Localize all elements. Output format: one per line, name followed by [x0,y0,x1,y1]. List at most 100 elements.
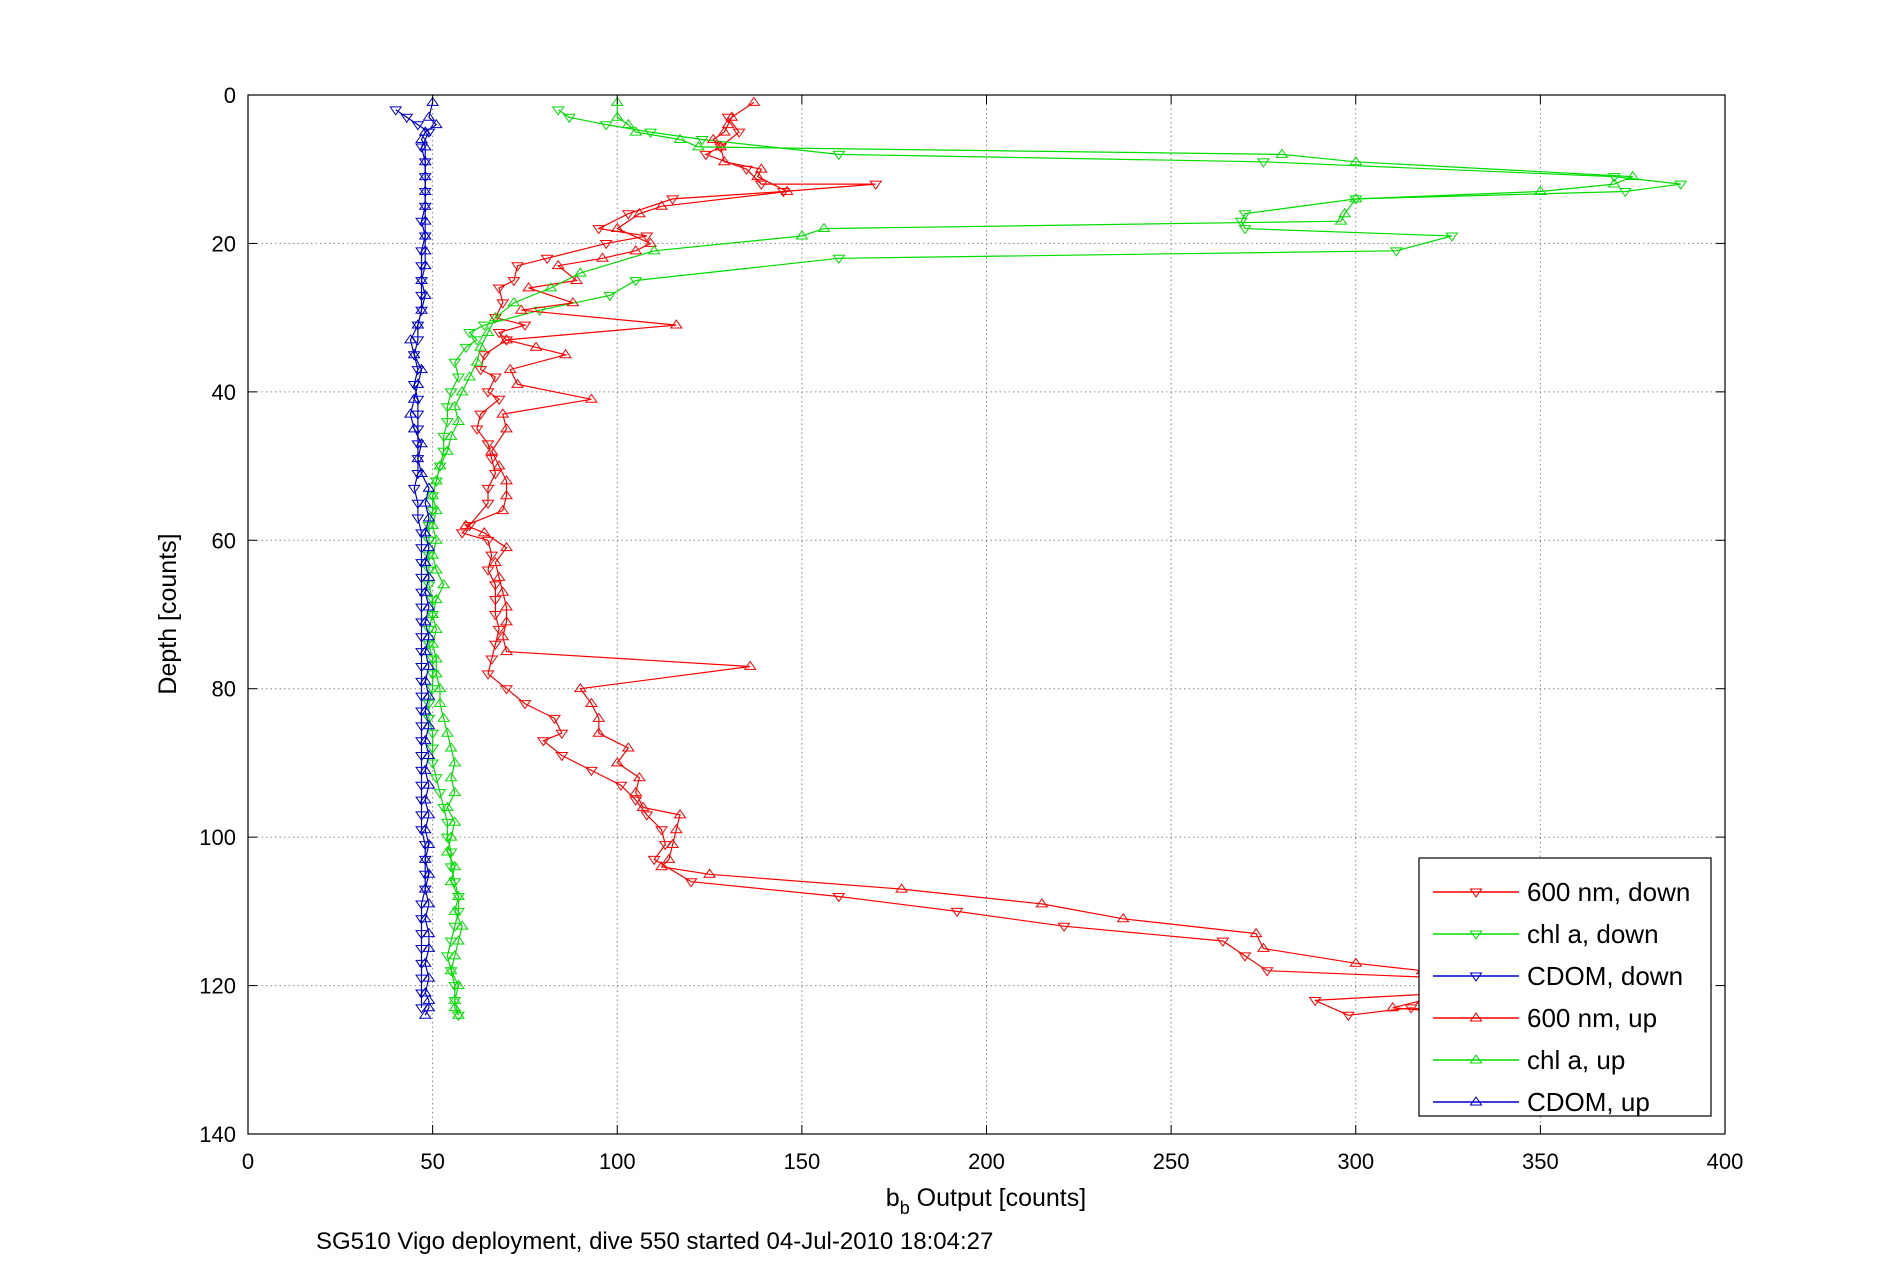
data-point [1238,210,1252,220]
data-point [703,868,717,878]
data-point [721,118,735,129]
data-point [415,766,429,777]
data-point [415,989,429,999]
data-point [429,564,443,574]
data-point [636,801,650,811]
data-point [389,106,403,116]
data-point [440,727,454,737]
data-point [1308,996,1322,1007]
x-tick-label: 400 [1707,1149,1744,1174]
data-point [629,277,643,287]
x-tick-label: 300 [1337,1149,1374,1174]
data-point [596,252,609,262]
data-point [415,707,429,717]
data-point [706,133,720,143]
data-point [507,296,521,307]
data-point [485,551,499,561]
data-point [422,690,436,700]
data-point [418,853,432,863]
data-point [632,771,646,782]
data-point [518,700,532,710]
series-cdom-up [404,96,443,1019]
series-600-nm-down [455,113,1473,1022]
data-point [422,571,436,581]
data-point [433,460,447,470]
data-point [448,950,462,960]
data-point [1349,155,1363,166]
data-point [452,1009,465,1019]
data-point [817,222,831,233]
data-point [411,366,425,376]
data-point [418,645,432,656]
y-tick-label: 120 [199,974,236,999]
data-point [610,111,624,121]
data-point [415,796,429,806]
data-point [440,801,454,811]
data-point [415,529,429,539]
data-point [1216,937,1230,947]
data-point [507,277,521,287]
data-point [481,670,495,680]
data-point [452,893,465,903]
data-point [717,155,731,166]
data-point [426,744,440,754]
data-point [1389,247,1403,257]
data-point [411,395,425,406]
data-point [422,779,436,789]
data-point [1035,898,1049,908]
y-tick-label: 40 [212,380,236,405]
data-point [463,371,477,381]
data-point [418,1009,432,1019]
data-point [1626,170,1640,181]
data-point [444,771,458,782]
data-point [444,863,458,873]
data-point [481,326,495,336]
series-layer [389,96,1688,1022]
data-point [1238,952,1252,962]
data-point [415,467,429,477]
data-point [1116,912,1130,923]
data-point [599,121,613,131]
data-point [488,640,502,651]
data-point [717,126,731,136]
data-point [422,927,436,938]
data-point [500,541,513,552]
legend-swatch-marker [1469,1096,1483,1106]
data-point [415,274,429,285]
data-point [433,462,447,472]
data-point [422,512,436,522]
data-point [437,712,451,722]
legend-entry: chl a, up [1433,1045,1625,1075]
data-point [448,1002,462,1012]
data-point [795,230,809,240]
data-point [514,304,528,314]
data-point [673,809,687,819]
data-point [699,150,713,161]
data-point [415,306,429,317]
data-point [418,215,432,225]
data-point [555,729,569,740]
data-point [415,363,429,374]
data-point [444,964,458,975]
data-point [418,987,432,997]
data-point [418,527,432,537]
data-point [444,430,458,440]
data-point [481,536,495,547]
data-point [481,499,495,510]
data-point [418,885,432,895]
data-point [433,697,447,708]
data-point [1256,942,1270,952]
data-point [426,519,440,529]
data-point [1238,225,1252,235]
legend-label: 600 nm, up [1527,1003,1657,1033]
data-point [474,410,488,420]
data-point [415,277,429,287]
data-point [1334,215,1348,225]
data-point [673,133,687,143]
data-point [452,1011,465,1022]
data-point [1256,158,1270,168]
data-point [422,1002,436,1012]
legend-swatch-marker [1469,1012,1483,1022]
data-point [407,348,421,359]
legend-entry: CDOM, up [1433,1087,1650,1117]
